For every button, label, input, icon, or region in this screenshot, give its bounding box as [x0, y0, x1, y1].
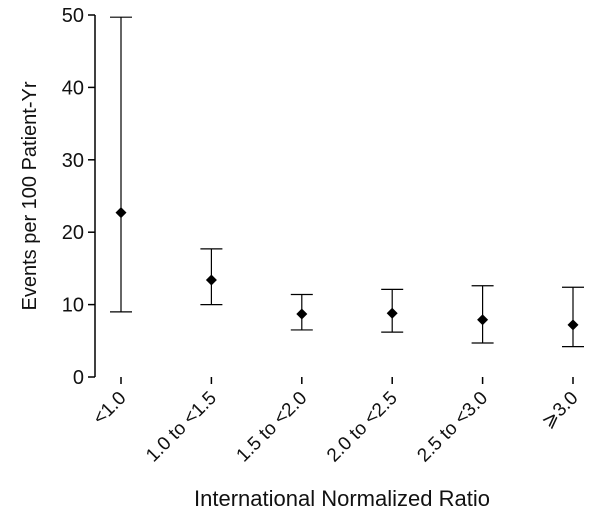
data-point — [296, 308, 308, 320]
data-point — [386, 307, 398, 319]
x-tick-label: 1.0 to <1.5 — [142, 388, 221, 467]
y-tick-label: 20 — [62, 222, 84, 244]
y-tick-label: 30 — [62, 150, 84, 172]
y-tick-label: 40 — [62, 77, 84, 99]
data-point — [567, 319, 579, 331]
y-tick-label: 0 — [73, 367, 84, 389]
x-ticks: <1.0 1.0 to <1.5 1.5 to <2.0 2.0 to <2.5 2.5… — [89, 377, 583, 467]
data-points — [115, 207, 579, 331]
x-tick-label: <1.0 — [89, 388, 130, 429]
y-ticks: 0 10 20 30 40 50 — [62, 5, 95, 389]
error-bars — [110, 16, 584, 348]
data-point — [205, 274, 217, 286]
data-point — [115, 207, 127, 219]
x-axis-label: International Normalized Ratio — [194, 486, 490, 511]
y-axis-label: Events per 100 Patient-Yr — [19, 81, 41, 310]
x-tick-label: 1.5 to <2.0 — [233, 388, 312, 467]
data-point — [477, 314, 489, 326]
y-tick-label: 10 — [62, 295, 84, 317]
x-tick-label: ⩾3.0 — [538, 388, 583, 433]
x-tick-label: 2.0 to <2.5 — [323, 388, 402, 467]
y-tick-label: 50 — [62, 5, 84, 27]
x-tick-label: 2.5 to <3.0 — [413, 388, 492, 467]
